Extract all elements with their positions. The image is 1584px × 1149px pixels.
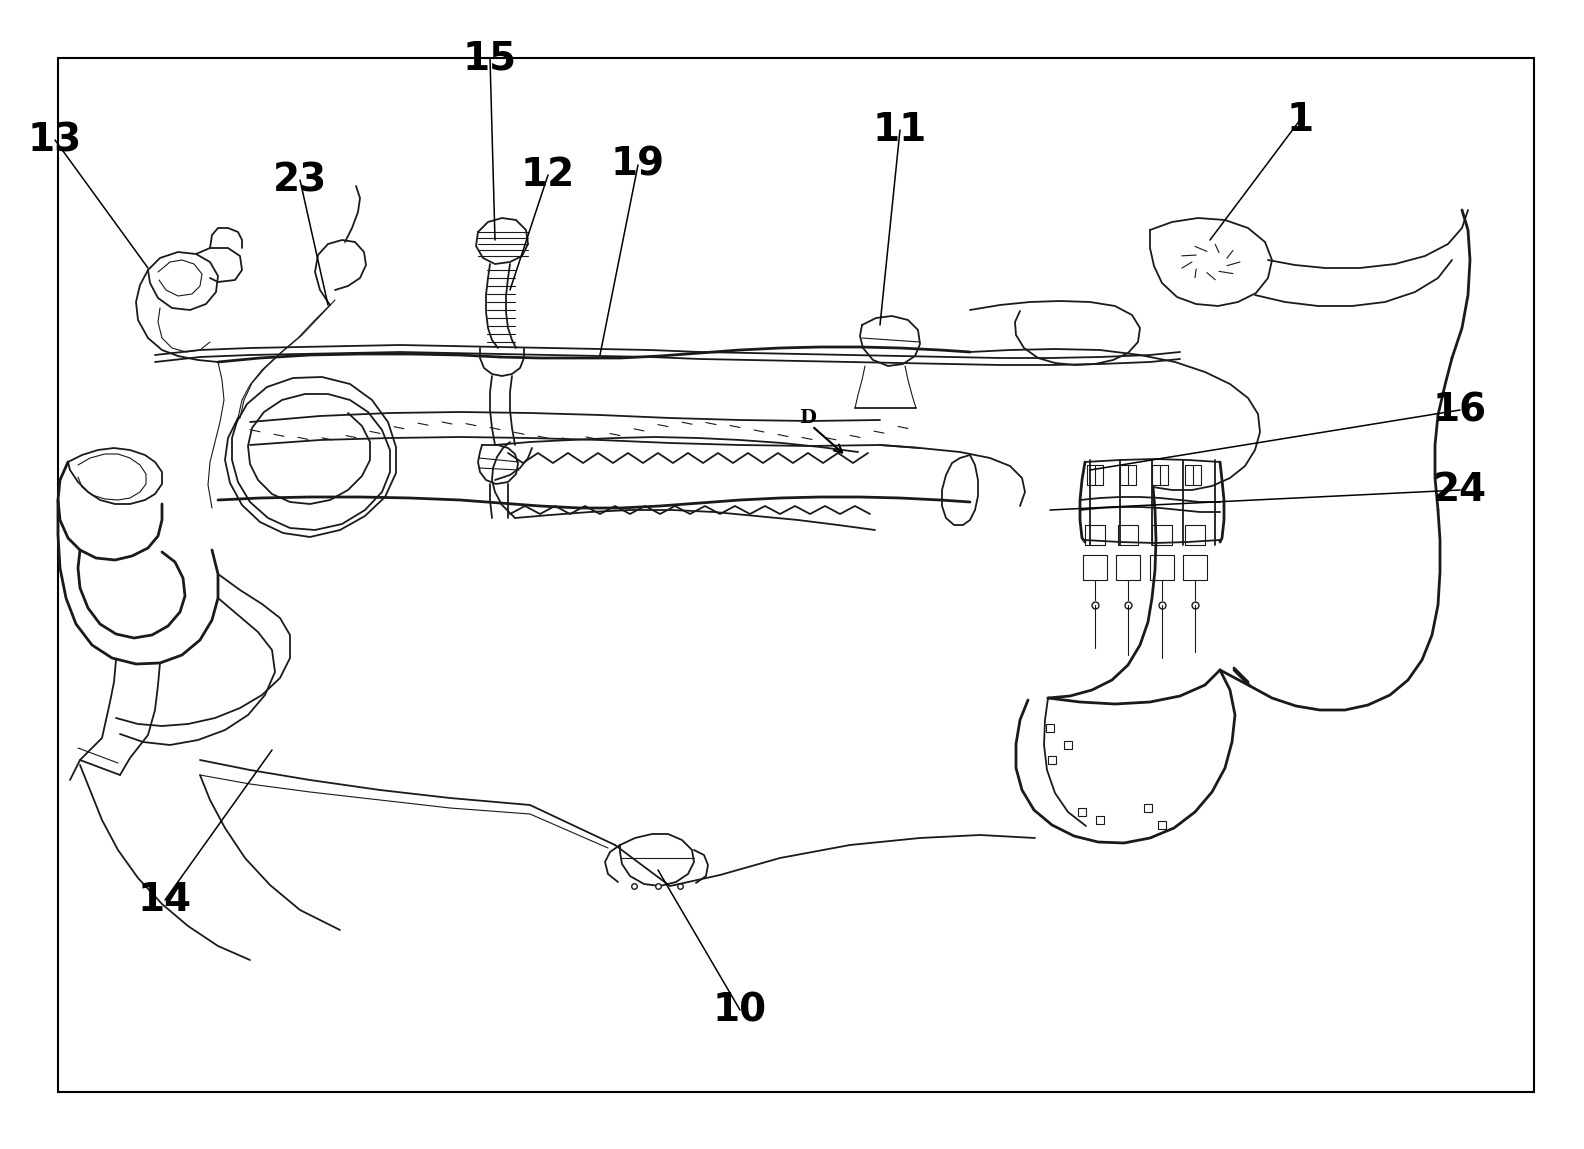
Text: 16: 16: [1434, 391, 1487, 429]
Text: 10: 10: [713, 990, 767, 1030]
Text: 15: 15: [463, 39, 516, 77]
Text: 24: 24: [1434, 471, 1487, 509]
Text: 14: 14: [138, 881, 192, 919]
Bar: [59, 57, 1533, 1092]
Text: 11: 11: [873, 111, 927, 149]
Text: D: D: [800, 409, 816, 427]
Text: 19: 19: [611, 146, 665, 184]
Text: 13: 13: [29, 121, 82, 159]
Text: 1: 1: [1286, 101, 1313, 139]
Text: 23: 23: [272, 161, 328, 199]
Text: 12: 12: [521, 156, 575, 194]
